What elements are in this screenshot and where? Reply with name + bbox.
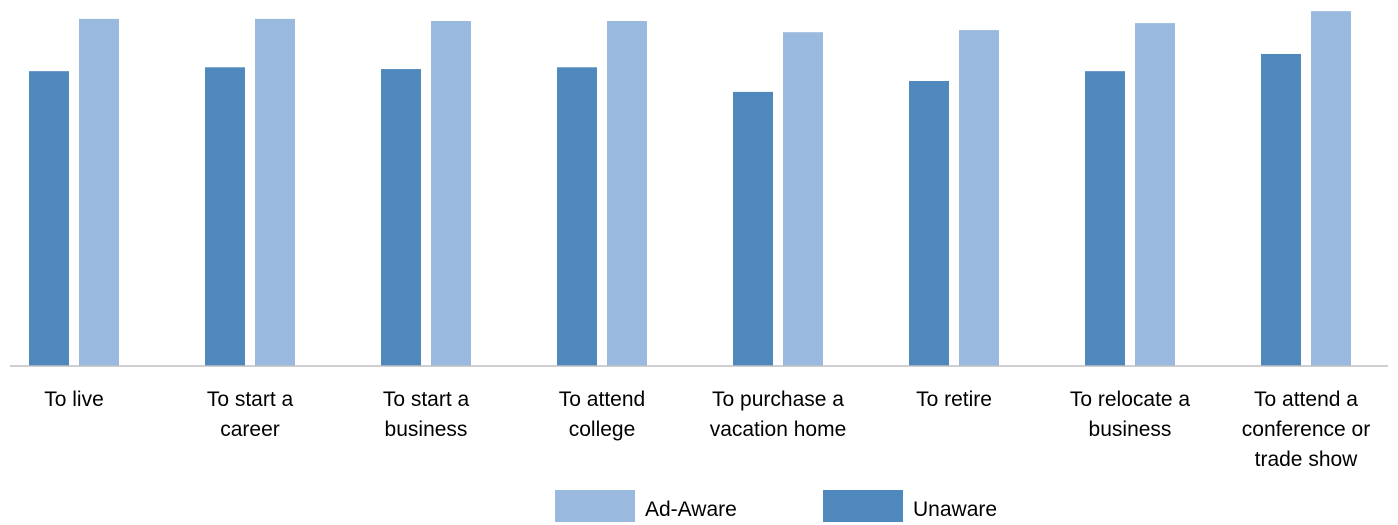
bar-unaware-to-relocate-a-business: [1085, 71, 1125, 367]
x-tick-label-line: business: [385, 418, 468, 441]
legend-swatch-ad-aware: [555, 490, 635, 522]
bar-unaware-to-purchase-a-vacation-home: [733, 91, 773, 367]
bar-ad-aware-to-purchase-a-vacation-home: [783, 32, 823, 366]
legend-label-unaware: Unaware: [913, 498, 997, 521]
x-tick-label-line: vacation home: [710, 418, 847, 441]
bar-ad-aware-to-relocate-a-business: [1135, 23, 1175, 366]
legend-swatch-unaware: [823, 490, 903, 522]
bar-unaware-to-attend-a-conference-or-trade-show: [1261, 53, 1301, 367]
bar-ad-aware-to-retire: [959, 30, 999, 367]
x-tick-label-line: To attend: [559, 388, 645, 411]
x-tick-label-to-relocate-a-business: To relocate a business: [1070, 388, 1191, 441]
x-tick-label-line: trade show: [1255, 448, 1359, 471]
x-tick-label-to-retire: To retire: [916, 388, 992, 411]
x-tick-label-to-attend-college: To attend college: [559, 388, 645, 441]
x-tick-label-line: To retire: [916, 388, 992, 411]
bar-ad-aware-to-start-a-business: [431, 20, 471, 367]
x-tick-label-to-start-a-career: To start a career: [207, 388, 294, 441]
x-tick-label-line: career: [220, 418, 280, 441]
x-tick-label-to-purchase-a-vacation-home: To purchase a vacation home: [710, 388, 847, 441]
bar-unaware-to-retire: [909, 81, 949, 367]
x-tick-label-line: To start a: [383, 388, 470, 411]
bar-ad-aware-to-live: [79, 18, 119, 366]
bar-ad-aware-to-attend-college: [607, 20, 647, 367]
x-tick-label-to-live: To live: [44, 388, 104, 411]
x-tick-label-line: business: [1089, 418, 1172, 441]
bar-ad-aware-to-attend-a-conference-or-trade-show: [1311, 11, 1351, 367]
bar-ad-aware-to-start-a-career: [255, 18, 295, 366]
x-tick-labels: To live To start a career To start a busines…: [44, 388, 1370, 471]
x-tick-label-line: college: [569, 418, 636, 441]
x-tick-label-line: To purchase a: [712, 388, 844, 411]
x-tick-label-line: To attend a: [1254, 388, 1358, 411]
legend: Ad-Aware Unaware: [555, 490, 997, 522]
bar-unaware-to-attend-college: [557, 67, 597, 367]
x-tick-label-line: conference or: [1242, 418, 1370, 441]
x-tick-label-line: To start a: [207, 388, 294, 411]
x-tick-label-line: To relocate a: [1070, 388, 1191, 411]
bar-unaware-to-start-a-career: [205, 67, 245, 367]
x-tick-label-line: To live: [44, 388, 104, 411]
x-tick-label-to-attend-a-conference-or-trade-show: To attend a conference or trade show: [1242, 388, 1370, 471]
legend-label-ad-aware: Ad-Aware: [645, 498, 737, 521]
bar-unaware-to-start-a-business: [381, 69, 421, 366]
bars-group: [29, 11, 1351, 367]
bar-unaware-to-live: [29, 71, 69, 367]
x-tick-label-to-start-a-business: To start a business: [383, 388, 470, 441]
